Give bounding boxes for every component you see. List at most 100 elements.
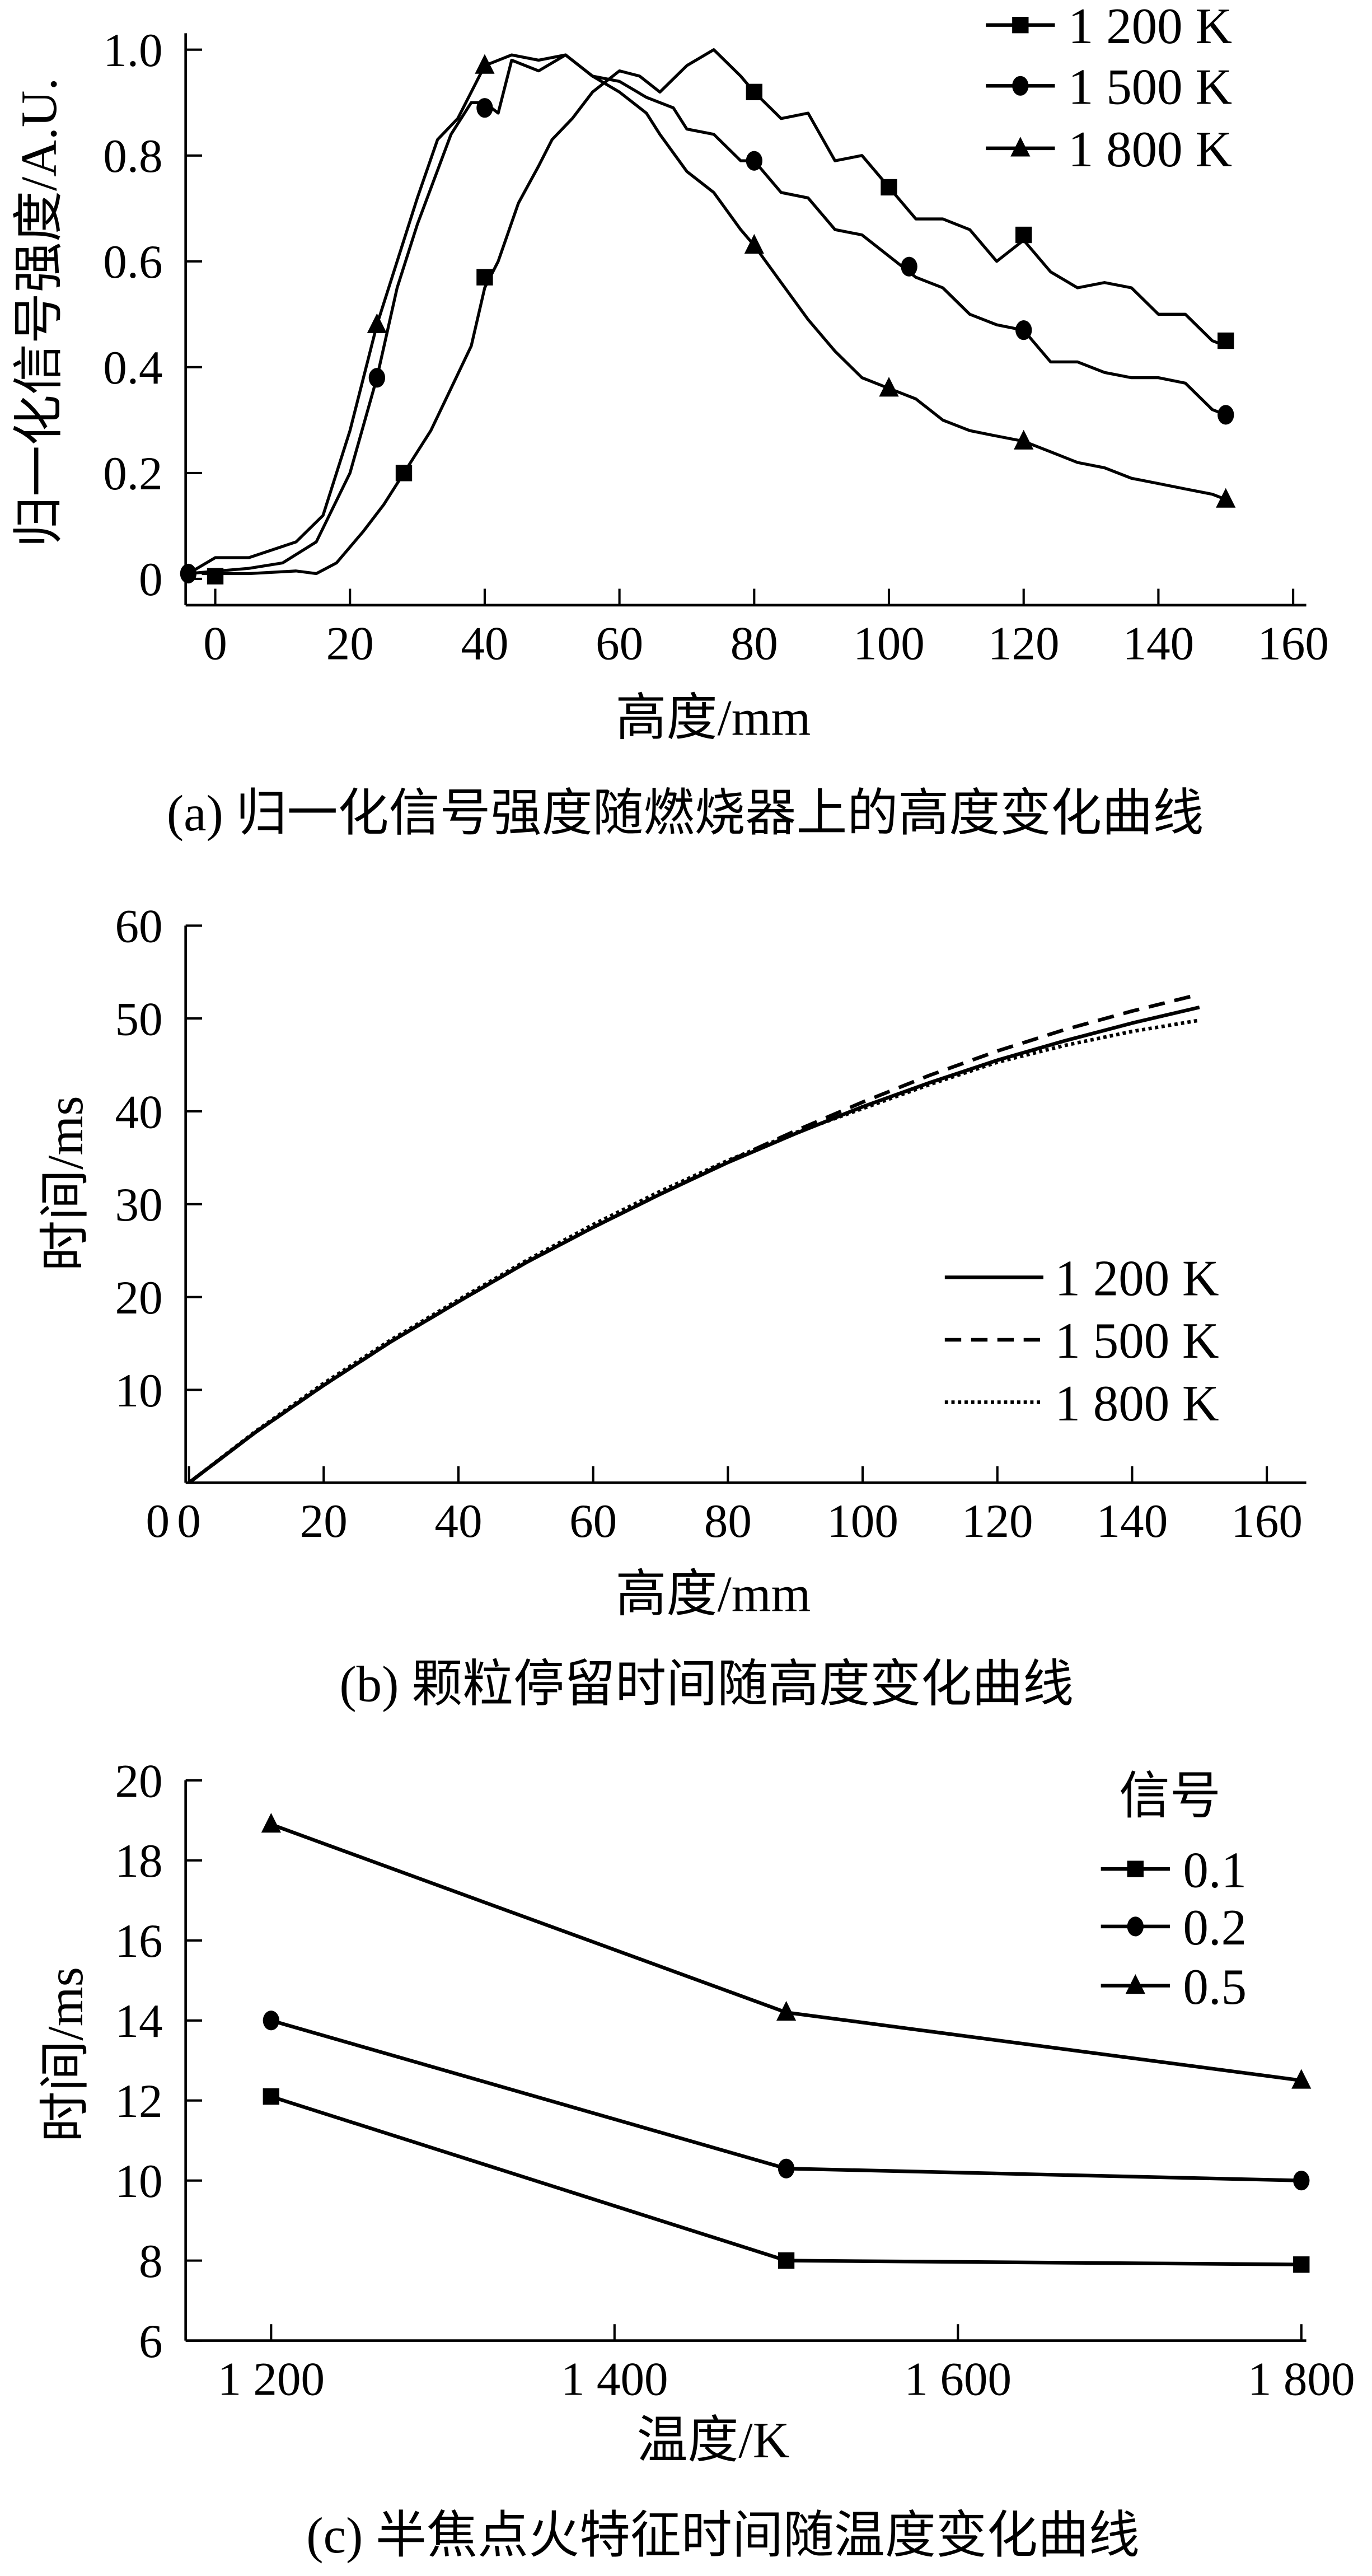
chart-a-data-point — [881, 179, 897, 196]
chart-c-data-point — [263, 2088, 280, 2105]
chart-a-y-tick-label: 1.0 — [103, 24, 162, 77]
chart-c-series-line — [270, 2095, 1301, 2266]
chart-a-legend-marker — [1012, 17, 1029, 34]
chart-a-y-tick-label: 0.2 — [103, 447, 162, 500]
chart-c-series-line — [270, 2018, 1301, 2182]
chart-c-legend-marker — [1127, 1860, 1144, 1877]
chart-a-data-point — [1218, 405, 1234, 425]
chart-a-x-tick-label: 40 — [461, 618, 508, 670]
chart-c-caption: (c) 半焦点火特征时间随温度变化曲线 — [306, 2507, 1140, 2564]
chart-c-data-point — [776, 2000, 797, 2021]
chart-a-x-axis-label: 高度/mm — [616, 690, 811, 746]
chart-b-y-tick-label: 20 — [115, 1271, 162, 1324]
chart-a-data-point — [475, 54, 495, 74]
chart-c-data-point — [261, 1813, 281, 1833]
chart-a-data-point — [1216, 488, 1236, 508]
chart-a-legend-label: 1 800 K — [1068, 121, 1232, 177]
chart-a-data-point — [879, 377, 899, 397]
chart-c-data-point — [1293, 2256, 1310, 2273]
chart-a-caption: (a) 归一化信号强度随燃烧器上的高度变化曲线 — [167, 785, 1204, 841]
chart-c-legend-marker — [1125, 1974, 1145, 1994]
chart-a-x-tick-label: 100 — [853, 618, 925, 670]
chart-a-x-tick-label: 140 — [1123, 618, 1195, 670]
chart-b-caption: (b) 颗粒停留时间随高度变化曲线 — [339, 1656, 1074, 1713]
chart-c-legend-label: 0.1 — [1183, 1841, 1247, 1898]
chart-b-y-tick-label: 60 — [115, 900, 162, 953]
chart-a-y-tick-label: 0 — [139, 553, 163, 606]
chart-b-x-tick-label: 100 — [827, 1495, 898, 1548]
chart-a-data-point — [367, 313, 387, 333]
chart-a-y-tick-label: 0.4 — [103, 342, 162, 394]
chart-b-x-tick-label: 120 — [962, 1495, 1033, 1548]
chart-a-y-tick-label: 0.8 — [103, 130, 162, 183]
chart-b-x-tick-label: 0 — [177, 1495, 201, 1548]
chart-c-y-tick-label: 18 — [115, 1835, 162, 1887]
chart-c-legend-label: 0.5 — [1183, 1958, 1247, 2015]
chart-c-y-tick-label: 10 — [115, 2155, 162, 2208]
chart-c-x-tick-label: 1 200 — [218, 2353, 325, 2405]
chart-c-y-tick-label: 16 — [115, 1915, 162, 1967]
chart-a-x-tick-label: 60 — [596, 618, 643, 670]
chart-c-data-point — [1293, 2171, 1310, 2191]
chart-b-y-tick-label: 50 — [115, 993, 162, 1045]
chart-c-legend-title: 信号 — [1119, 1768, 1221, 1824]
chart-a-series-line — [188, 53, 1226, 576]
chart-c-data-point — [778, 2252, 795, 2269]
chart-c-x-axis-label: 温度/K — [636, 2412, 789, 2469]
chart-a-data-point — [476, 269, 493, 286]
chart-a-data-point — [1218, 332, 1234, 349]
chart-c-x-tick-label: 1 800 — [1248, 2353, 1355, 2405]
chart-b-x-tick-label: 160 — [1231, 1495, 1303, 1548]
chart-c-y-tick-label: 20 — [115, 1755, 162, 1807]
chart-a-data-point — [1015, 320, 1032, 340]
chart-a-data-point — [746, 151, 762, 171]
chart-c-legend-marker — [1127, 1916, 1144, 1937]
chart-a-x-tick-label: 120 — [988, 618, 1060, 670]
chart-b-series-line — [188, 992, 1200, 1484]
chart-a-y-tick-label: 0.6 — [103, 236, 162, 288]
chart-b-y-tick-label: 40 — [115, 1086, 162, 1138]
chart-b-x-tick-label: 60 — [569, 1495, 617, 1548]
chart-a-data-point — [1015, 226, 1032, 244]
chart-b-legend-label: 1 800 K — [1055, 1375, 1219, 1432]
chart-b-legend-label: 1 200 K — [1055, 1250, 1219, 1307]
chart-b-x-tick-label: 20 — [300, 1495, 348, 1548]
chart-b-y-tick-label: 10 — [115, 1364, 162, 1417]
chart-b-x-axis-label: 高度/mm — [616, 1565, 811, 1622]
chart-b-series-line — [188, 1018, 1200, 1484]
chart-a-legend-label: 1 200 K — [1068, 0, 1232, 54]
chart-c-y-tick-label: 12 — [115, 2075, 162, 2128]
chart-b-origin-label: 0 — [146, 1495, 170, 1548]
chart-a-x-tick-label: 80 — [731, 618, 778, 670]
chart-a-legend-marker — [1010, 137, 1031, 157]
chart-a-data-point — [395, 465, 413, 481]
chart-c-y-tick-label: 6 — [139, 2315, 163, 2368]
chart-c-data-point — [263, 2011, 280, 2031]
chart-a-data-point — [476, 98, 493, 118]
chart-a-data-point — [901, 256, 917, 277]
chart-c-x-tick-label: 1 400 — [561, 2353, 668, 2405]
chart-b-series-line — [188, 1006, 1200, 1484]
chart-c-y-axis-label: 时间/ms — [37, 1967, 93, 2142]
chart-a-x-tick-label: 20 — [326, 618, 374, 670]
chart-b-y-tick-label: 30 — [115, 1179, 162, 1231]
chart-a-legend-label: 1 500 K — [1068, 59, 1232, 115]
chart-c-y-tick-label: 14 — [115, 1995, 162, 2047]
chart-a-data-point — [368, 368, 386, 388]
chart-b-x-tick-label: 80 — [704, 1495, 752, 1548]
chart-c-data-point — [1291, 2069, 1312, 2089]
chart-a-x-tick-label: 0 — [203, 618, 227, 670]
chart-b-legend-label: 1 500 K — [1055, 1312, 1219, 1369]
chart-c-data-point — [778, 2158, 795, 2178]
chart-a-y-axis-label: 归一化信号强度/A.U. — [11, 78, 67, 548]
chart-c-x-tick-label: 1 600 — [905, 2353, 1012, 2405]
chart-a-data-point — [746, 83, 762, 101]
chart-a-legend-marker — [1012, 76, 1029, 96]
chart-c-series-line — [270, 1822, 1302, 2083]
chart-c-y-tick-label: 8 — [139, 2235, 163, 2288]
chart-b-y-axis-label: 时间/ms — [37, 1096, 93, 1271]
chart-a-series-line — [188, 53, 1226, 575]
chart-b-x-tick-label: 40 — [434, 1495, 482, 1548]
chart-b-x-tick-label: 140 — [1097, 1495, 1168, 1548]
